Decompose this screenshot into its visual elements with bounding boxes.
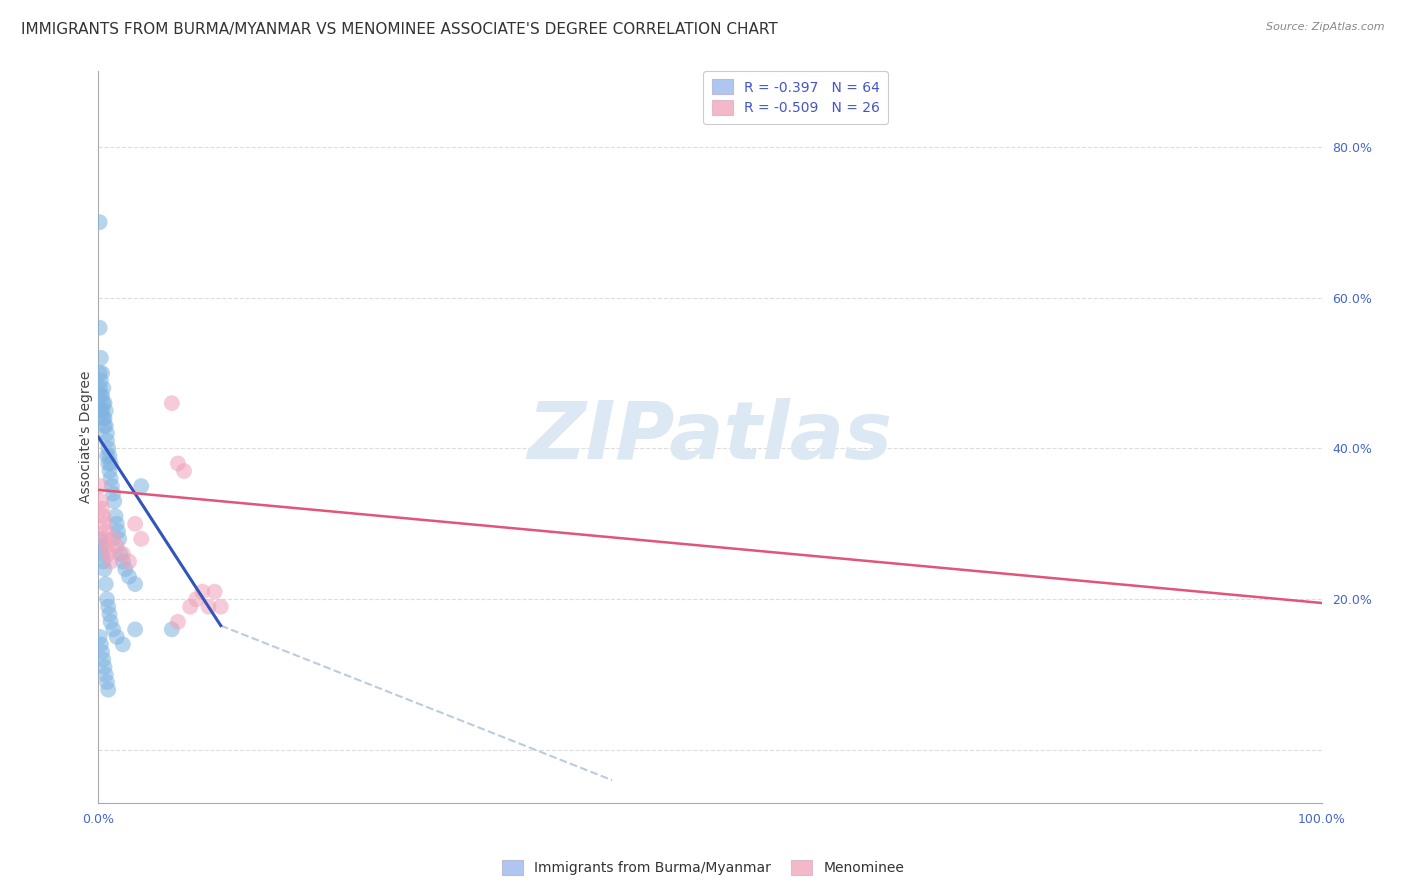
Point xyxy=(90,494,112,508)
Point xyxy=(89,479,111,493)
Point xyxy=(90,637,112,651)
Point xyxy=(97,599,120,614)
Point xyxy=(89,630,111,644)
Point xyxy=(93,532,115,546)
Point xyxy=(89,215,111,229)
Point xyxy=(204,584,226,599)
Point xyxy=(118,554,141,568)
Point xyxy=(89,320,111,334)
Point xyxy=(167,457,190,471)
Legend: R = -0.397   N = 64, R = -0.509   N = 26: R = -0.397 N = 64, R = -0.509 N = 26 xyxy=(703,71,889,124)
Point xyxy=(89,381,111,395)
Point xyxy=(103,494,125,508)
Point xyxy=(90,351,112,365)
Point xyxy=(107,524,129,539)
Point xyxy=(97,442,120,456)
Legend: Immigrants from Burma/Myanmar, Menominee: Immigrants from Burma/Myanmar, Menominee xyxy=(496,855,910,880)
Point xyxy=(93,418,115,433)
Point xyxy=(173,464,195,478)
Point xyxy=(105,516,128,531)
Point xyxy=(105,540,128,554)
Point xyxy=(91,381,114,395)
Point xyxy=(91,645,114,659)
Point xyxy=(186,592,208,607)
Point xyxy=(93,396,115,410)
Point xyxy=(91,366,114,380)
Point xyxy=(101,532,124,546)
Point xyxy=(94,667,117,681)
Point xyxy=(89,366,111,380)
Point xyxy=(90,403,112,417)
Point xyxy=(98,464,121,478)
Point xyxy=(100,457,122,471)
Point xyxy=(90,389,112,403)
Point xyxy=(104,509,127,524)
Point xyxy=(129,479,152,493)
Point xyxy=(111,637,134,651)
Point xyxy=(96,426,118,441)
Point xyxy=(101,479,124,493)
Point xyxy=(101,486,124,500)
Point xyxy=(97,547,120,561)
Point xyxy=(98,449,121,463)
Point xyxy=(97,682,120,697)
Y-axis label: Associate's Degree: Associate's Degree xyxy=(79,371,93,503)
Point xyxy=(93,516,115,531)
Point xyxy=(91,501,114,516)
Text: ZIPatlas: ZIPatlas xyxy=(527,398,893,476)
Point xyxy=(91,554,114,568)
Point xyxy=(111,554,134,568)
Point xyxy=(94,577,117,591)
Point xyxy=(94,418,117,433)
Point xyxy=(91,411,114,425)
Point xyxy=(118,569,141,583)
Point xyxy=(96,434,118,448)
Point xyxy=(96,449,118,463)
Point xyxy=(93,660,115,674)
Point xyxy=(97,457,120,471)
Point xyxy=(96,540,118,554)
Point xyxy=(124,577,146,591)
Point xyxy=(167,615,190,629)
Point xyxy=(91,547,114,561)
Point xyxy=(90,374,112,388)
Point xyxy=(160,623,183,637)
Point xyxy=(96,675,118,690)
Point xyxy=(90,540,112,554)
Point xyxy=(209,599,232,614)
Point xyxy=(96,592,118,607)
Text: Source: ZipAtlas.com: Source: ZipAtlas.com xyxy=(1267,22,1385,32)
Text: IMMIGRANTS FROM BURMA/MYANMAR VS MENOMINEE ASSOCIATE'S DEGREE CORRELATION CHART: IMMIGRANTS FROM BURMA/MYANMAR VS MENOMIN… xyxy=(21,22,778,37)
Point xyxy=(98,607,121,622)
Point xyxy=(129,532,152,546)
Point xyxy=(101,623,124,637)
Point xyxy=(91,509,114,524)
Point xyxy=(124,516,146,531)
Point xyxy=(91,652,114,666)
Point xyxy=(91,403,114,417)
Point xyxy=(110,547,132,561)
Point xyxy=(89,532,111,546)
Point xyxy=(197,599,219,614)
Point xyxy=(124,623,146,637)
Point xyxy=(160,396,183,410)
Point xyxy=(91,389,114,403)
Point xyxy=(191,584,214,599)
Point xyxy=(114,562,136,576)
Point xyxy=(93,411,115,425)
Point xyxy=(93,562,115,576)
Point xyxy=(100,615,122,629)
Point xyxy=(100,554,122,568)
Point xyxy=(179,599,201,614)
Point xyxy=(94,403,117,417)
Point xyxy=(111,547,134,561)
Point xyxy=(108,532,131,546)
Point xyxy=(100,471,122,485)
Point xyxy=(105,630,128,644)
Point xyxy=(94,524,117,539)
Point xyxy=(91,396,114,410)
